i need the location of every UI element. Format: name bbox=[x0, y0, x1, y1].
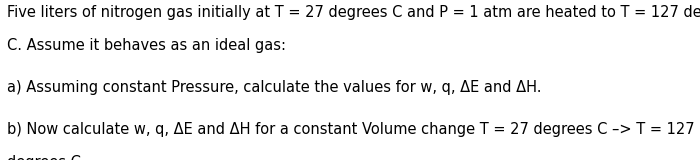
Text: C. Assume it behaves as an ideal gas:: C. Assume it behaves as an ideal gas: bbox=[7, 38, 286, 53]
Text: Five liters of nitrogen gas initially at T = 27 degrees C and P = 1 atm are heat: Five liters of nitrogen gas initially at… bbox=[7, 5, 700, 20]
Text: degrees C.: degrees C. bbox=[7, 155, 85, 160]
Text: a) Assuming constant Pressure, calculate the values for w, q, ΔE and ΔH.: a) Assuming constant Pressure, calculate… bbox=[7, 80, 542, 95]
Text: b) Now calculate w, q, ΔE and ΔH for a constant Volume change T = 27 degrees C –: b) Now calculate w, q, ΔE and ΔH for a c… bbox=[7, 122, 694, 137]
